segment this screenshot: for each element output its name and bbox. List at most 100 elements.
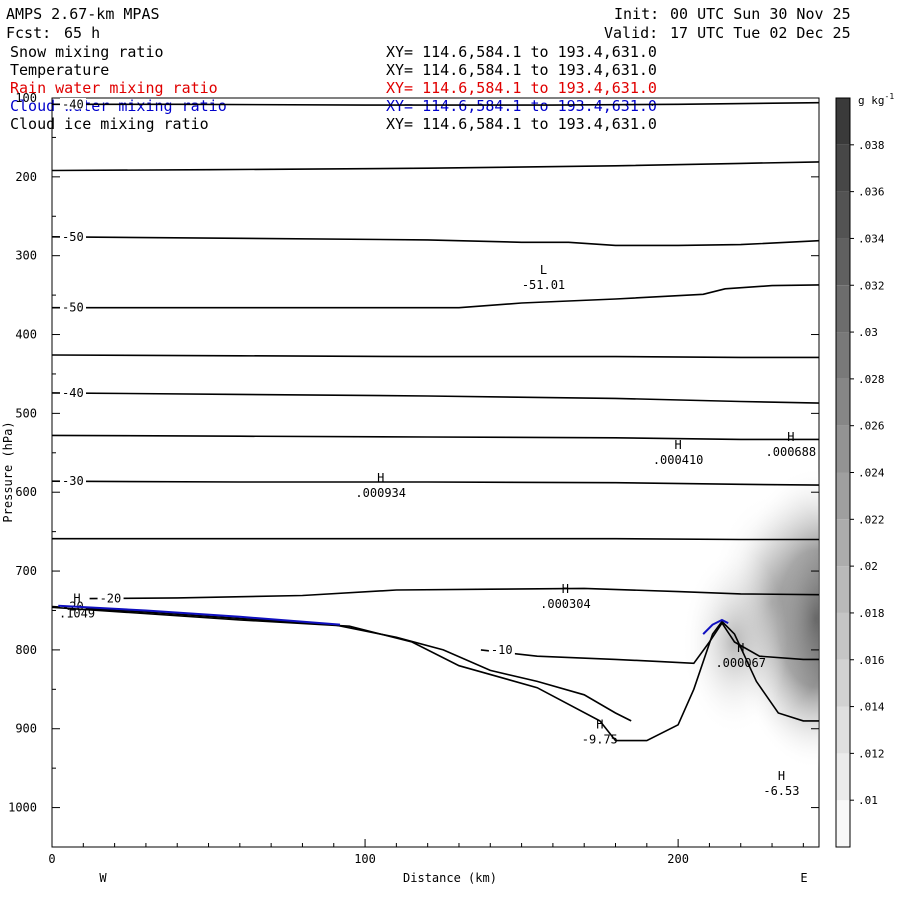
colorbar-tick-label: .036: [858, 186, 885, 199]
colorbar-units: g kg-1: [858, 92, 894, 107]
extremum-marker: H: [596, 718, 603, 732]
contour-label-bg: [60, 474, 86, 487]
colorbar-tick-label: .01: [858, 794, 878, 807]
colorbar-tick-label: .026: [858, 420, 885, 433]
x-tick-label: 0: [48, 852, 55, 866]
contour-layer: -40-50-50-40-30-20-20-10: [52, 97, 819, 742]
cloud-water-contour: [58, 604, 341, 626]
field-name: Snow mixing ratio: [10, 43, 164, 61]
colorbar-tick-label: .02: [858, 560, 878, 573]
y-tick-label: 900: [15, 722, 37, 736]
colorbar-swatch: [836, 191, 850, 239]
contour-line: [89, 587, 819, 600]
colorbar-swatch: [836, 425, 850, 473]
x-axis: 0 100 200: [48, 839, 804, 866]
y-tick-label: 300: [15, 249, 37, 263]
y-tick-label: 600: [15, 485, 37, 499]
colorbar-swatch: [836, 753, 850, 801]
contour-label-bg: [60, 385, 86, 398]
colorbar-tick-label: .024: [858, 467, 885, 480]
y-tick-label: 700: [15, 564, 37, 578]
extremum-marker: H: [562, 582, 569, 596]
contour-label: -50: [62, 230, 84, 244]
colorbar-swatch: [836, 472, 850, 520]
contour-line: [52, 354, 819, 359]
extremum-marker: L: [540, 263, 547, 277]
extremum-value: .000410: [653, 453, 704, 467]
x-axis-label: Distance (km): [403, 871, 497, 885]
extremum-marker: H: [787, 430, 794, 444]
y-axis: 100 200 300 400 500 600 700 800 900 1000: [8, 91, 819, 815]
extremum-value: .000067: [715, 656, 766, 670]
field-xy-range: XY= 114.6,584.1 to 193.4,631.0: [386, 97, 657, 115]
contour-line: [52, 236, 819, 247]
colorbar-swatch: [836, 800, 850, 847]
contour-label-bg: [488, 642, 515, 655]
colorbar-tick-label: .018: [858, 607, 885, 620]
contour-line: [52, 480, 819, 486]
colorbar-swatch: [836, 566, 850, 613]
valid-label: Valid:: [604, 24, 658, 42]
east-end-label: E: [800, 871, 807, 885]
contour-line: [52, 605, 632, 722]
colorbar-tick-label: .022: [858, 513, 885, 526]
valid-time: 17 UTC Tue 02 Dec 25: [670, 24, 851, 42]
y-tick-label: 1000: [8, 801, 37, 815]
extremum-value: .000934: [355, 486, 406, 500]
field-xy-range: XY= 114.6,584.1 to 193.4,631.0: [386, 43, 657, 61]
extremum-marker: H: [737, 641, 744, 655]
extremum-marker: H: [675, 438, 682, 452]
colorbar-swatch: [836, 98, 850, 145]
colorbar-tick-label: .014: [858, 701, 885, 714]
extrema-layer: H.1049L-51.01H.000410H.000688H.000934H.0…: [59, 263, 816, 798]
init-label: Init:: [614, 5, 659, 23]
colorbar-tick-label: .034: [858, 232, 885, 245]
colorbar-swatch: [836, 144, 850, 192]
contour-label: -40: [62, 97, 84, 111]
extremum-marker: H: [778, 769, 785, 783]
y-tick-label: 200: [15, 170, 37, 184]
extremum-value: .000688: [766, 445, 817, 459]
colorbar-swatch: [836, 378, 850, 426]
field-xy-range: XY= 114.6,584.1 to 193.4,631.0: [386, 61, 657, 79]
fcst-value: 65 h: [64, 24, 100, 42]
colorbar-tick-label: .032: [858, 279, 885, 292]
y-tick-label: 500: [15, 406, 37, 420]
contour-line: [52, 101, 819, 106]
contour-label-bg: [60, 300, 86, 313]
field-list: Snow mixing ratio XY= 114.6,584.1 to 193.…: [10, 43, 657, 133]
contour-line: [52, 434, 819, 441]
field-xy-range: XY= 114.6,584.1 to 193.4,631.0: [386, 79, 657, 97]
extremum-value: -51.01: [522, 278, 565, 292]
model-title: AMPS 2.67-km MPAS: [6, 5, 160, 23]
field-name: Cloud ice mixing ratio: [10, 115, 209, 133]
colorbar-tick-label: .016: [858, 654, 885, 667]
field-xy-range: XY= 114.6,584.1 to 193.4,631.0: [386, 115, 657, 133]
west-end-label: W: [99, 871, 107, 885]
contour-label: -30: [62, 474, 84, 488]
x-tick-label: 200: [667, 852, 689, 866]
contour-line: [52, 392, 819, 404]
plot-frame: [51, 97, 820, 848]
contour-label: -40: [62, 386, 84, 400]
field-name: Cloud water mixing ratio: [10, 97, 227, 115]
y-axis-label: Pressure (hPa): [1, 421, 15, 522]
colorbar-swatch: [836, 285, 850, 333]
colorbar-swatch: [836, 659, 850, 707]
contour-label: -20: [100, 592, 122, 606]
y-tick-label: 800: [15, 643, 37, 657]
extremum-marker: H: [377, 471, 384, 485]
colorbar-swatch: [836, 706, 850, 754]
extremum-value: .1049: [59, 607, 95, 621]
contour-line: [52, 537, 819, 541]
contour-line: [52, 606, 819, 742]
field-name: Rain water mixing ratio: [10, 79, 218, 97]
extremum-value: -6.53: [763, 784, 799, 798]
colorbar-swatch: [836, 519, 850, 567]
y-tick-label: 400: [15, 328, 37, 342]
field-name: Temperature: [10, 61, 109, 79]
contour-line: [52, 161, 819, 172]
colorbar-tick-label: .03: [858, 326, 878, 339]
contour-label: -50: [62, 301, 84, 315]
